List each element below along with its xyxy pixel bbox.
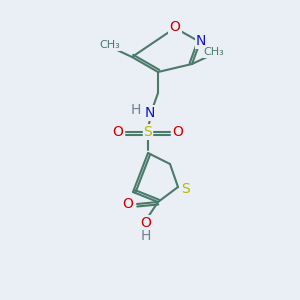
Text: N: N (196, 34, 206, 48)
Text: O: O (123, 197, 134, 211)
Text: S: S (181, 182, 189, 196)
Text: H: H (131, 103, 141, 117)
Text: O: O (112, 125, 123, 139)
Text: S: S (144, 125, 152, 139)
Text: O: O (141, 216, 152, 230)
Text: CH₃: CH₃ (204, 47, 224, 57)
Text: O: O (172, 125, 183, 139)
Text: CH₃: CH₃ (100, 40, 120, 50)
Text: O: O (169, 20, 180, 34)
Text: N: N (145, 106, 155, 120)
Text: H: H (141, 229, 151, 243)
